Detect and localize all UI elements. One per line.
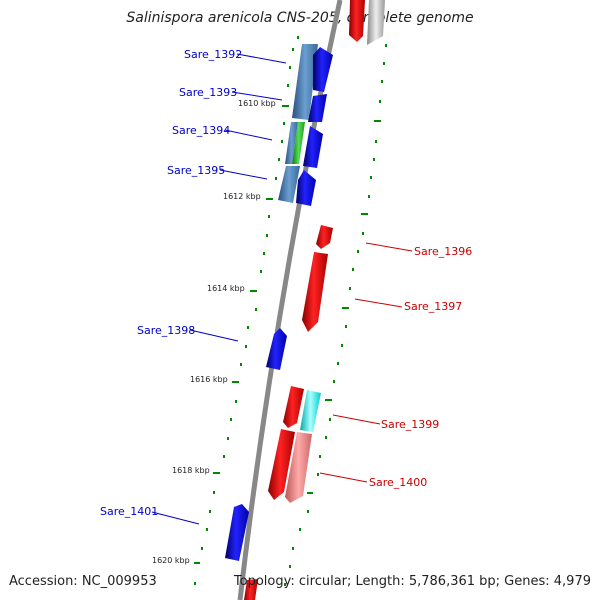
outer-tick-ring bbox=[284, 44, 387, 586]
label-sare-1394[interactable]: Sare_1394 bbox=[172, 124, 230, 137]
kbp-label-1614: 1614 kbp bbox=[207, 284, 245, 293]
label-sare-1396[interactable]: Sare_1396 bbox=[414, 245, 472, 258]
kbp-label-1610: 1610 kbp bbox=[238, 99, 276, 108]
topology-info: Topology: circular; Length: 5,786,361 bp… bbox=[233, 574, 591, 589]
genome-backbone bbox=[237, 0, 343, 600]
map-title: Salinispora arenicola CNS-205, complete … bbox=[126, 10, 474, 26]
label-sare-1400[interactable]: Sare_1400 bbox=[369, 476, 427, 489]
inner-tick-ring bbox=[194, 36, 299, 585]
kbp-label-1618: 1618 kbp bbox=[172, 466, 210, 475]
gene-sare-1394-body[interactable] bbox=[285, 122, 305, 164]
gene-sare-1399-cyan[interactable] bbox=[300, 390, 321, 432]
kbp-label-1616: 1616 kbp bbox=[190, 375, 228, 384]
leader-lines-left bbox=[151, 53, 287, 525]
kbp-label-1620: 1620 kbp bbox=[152, 556, 190, 565]
kbp-label-1612: 1612 kbp bbox=[223, 192, 261, 201]
gene-sare-1392-body[interactable] bbox=[292, 44, 318, 120]
gene-sare-1395-forward[interactable] bbox=[296, 170, 316, 206]
label-sare-1397[interactable]: Sare_1397 bbox=[404, 300, 462, 313]
gene-sare-1393-forward[interactable] bbox=[308, 94, 327, 122]
gene-sare-1392-forward[interactable] bbox=[313, 47, 333, 92]
gene-sare-1399-red[interactable] bbox=[283, 386, 304, 428]
gene-sare-1397[interactable] bbox=[302, 252, 328, 332]
leader-lines-right bbox=[319, 242, 413, 483]
label-sare-1398[interactable]: Sare_1398 bbox=[137, 324, 195, 337]
gene-sare-1398[interactable] bbox=[266, 328, 287, 370]
accession-info: Accession: NC_009953 bbox=[9, 574, 157, 589]
label-sare-1395[interactable]: Sare_1395 bbox=[167, 164, 225, 177]
gene-sare-1394-forward[interactable] bbox=[303, 126, 323, 168]
label-sare-1399[interactable]: Sare_1399 bbox=[381, 418, 439, 431]
gene-bottom-red[interactable] bbox=[244, 579, 258, 600]
label-sare-1393[interactable]: Sare_1393 bbox=[179, 86, 237, 99]
label-sare-1401[interactable]: Sare_1401 bbox=[100, 505, 158, 518]
gene-top-gray[interactable] bbox=[367, 0, 385, 45]
label-sare-1392[interactable]: Sare_1392 bbox=[184, 48, 242, 61]
gene-sare-1401[interactable] bbox=[225, 504, 249, 561]
gene-sare-1400-pink[interactable] bbox=[285, 432, 312, 503]
gene-top-red[interactable] bbox=[349, 0, 365, 42]
gene-sare-1396[interactable] bbox=[316, 225, 333, 249]
gene-sare-1400-red[interactable] bbox=[268, 429, 295, 500]
gene-sare-1395-body[interactable] bbox=[278, 166, 300, 203]
